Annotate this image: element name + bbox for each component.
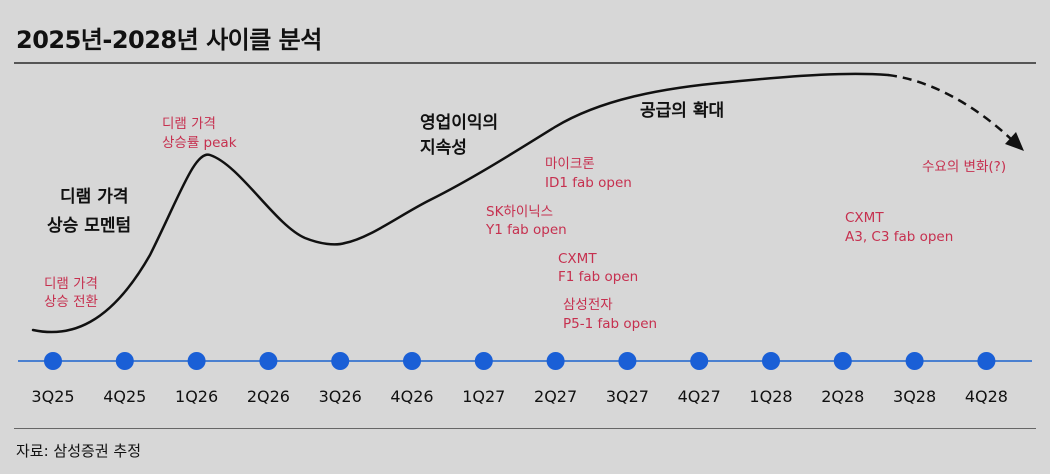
timeline-node-2q28 — [833, 352, 852, 370]
event-micron-id1: 마이크론 ID1 fab open — [545, 156, 632, 191]
quarter-label-1q27: 1Q27 — [462, 387, 505, 406]
event-demand-change: 수요의 변화(?) — [922, 159, 1006, 175]
cycle-curve — [31, 72, 890, 334]
phase-label-momentum: 디램 가격 상승 모멘텀 — [47, 187, 134, 236]
event-dram-turn: 디램 가격 상승 전환 — [44, 276, 102, 310]
event-cxmt-a3-c3: CXMT A3, C3 fab open — [845, 210, 953, 245]
source-note: 자료: 삼성증권 추정 — [16, 442, 141, 460]
phase-label-profit: 영업이익의 지속성 — [420, 113, 504, 158]
timeline-node-3q27 — [618, 352, 637, 370]
timeline-node-4q28 — [977, 352, 996, 370]
page-title: 2025년-2028년 사이클 분석 — [16, 26, 322, 54]
event-skhynix-y1: SK하이닉스 Y1 fab open — [485, 204, 567, 238]
cycle-curve-projection — [887, 73, 1013, 141]
quarter-label-4q26: 4Q26 — [390, 387, 433, 406]
quarter-label-4q25: 4Q25 — [103, 387, 146, 406]
quarter-label-3q25: 3Q25 — [31, 387, 74, 406]
footer-divider — [14, 428, 1036, 429]
timeline-node-4q26 — [403, 352, 421, 370]
quarter-label-3q27: 3Q27 — [606, 387, 649, 406]
timeline-node-1q26 — [187, 352, 206, 370]
timeline-node-4q25 — [115, 352, 134, 370]
timeline-node-1q27 — [474, 352, 493, 370]
quarter-label-2q28: 2Q28 — [821, 387, 864, 406]
quarter-label-3q28: 3Q28 — [893, 387, 936, 406]
quarter-label-3q26: 3Q26 — [319, 387, 362, 406]
timeline-node-2q27 — [546, 352, 565, 370]
event-dram-peak: 디램 가격 상승률 peak — [162, 116, 237, 151]
phase-label-supply: 공급의 확대 — [640, 101, 724, 121]
timeline-tick-labels: 3Q25 4Q25 1Q26 2Q26 3Q26 4Q26 1Q27 2Q27 3Q27 4Q27… — [31, 387, 1008, 406]
quarter-label-2q26: 2Q26 — [247, 387, 290, 406]
timeline-node-3q26 — [331, 352, 350, 370]
quarter-label-1q28: 1Q28 — [749, 387, 792, 406]
timeline-node-3q25 — [44, 352, 62, 370]
title-divider — [14, 62, 1036, 64]
arrowhead-icon — [1005, 132, 1024, 151]
quarter-label-4q27: 4Q27 — [678, 387, 721, 406]
timeline-node-4q27 — [690, 352, 709, 370]
timeline-node-3q28 — [905, 352, 924, 370]
event-cxmt-f1: CXMT F1 fab open — [558, 251, 638, 285]
timeline-node-1q28 — [762, 352, 780, 370]
timeline-nodes — [44, 352, 996, 370]
quarter-label-4q28: 4Q28 — [965, 387, 1008, 406]
quarter-label-1q26: 1Q26 — [175, 387, 218, 406]
timeline-node-2q26 — [259, 352, 278, 370]
event-samsung-p5: 삼성전자 P5-1 fab open — [563, 297, 657, 332]
quarter-label-2q27: 2Q27 — [534, 387, 577, 406]
